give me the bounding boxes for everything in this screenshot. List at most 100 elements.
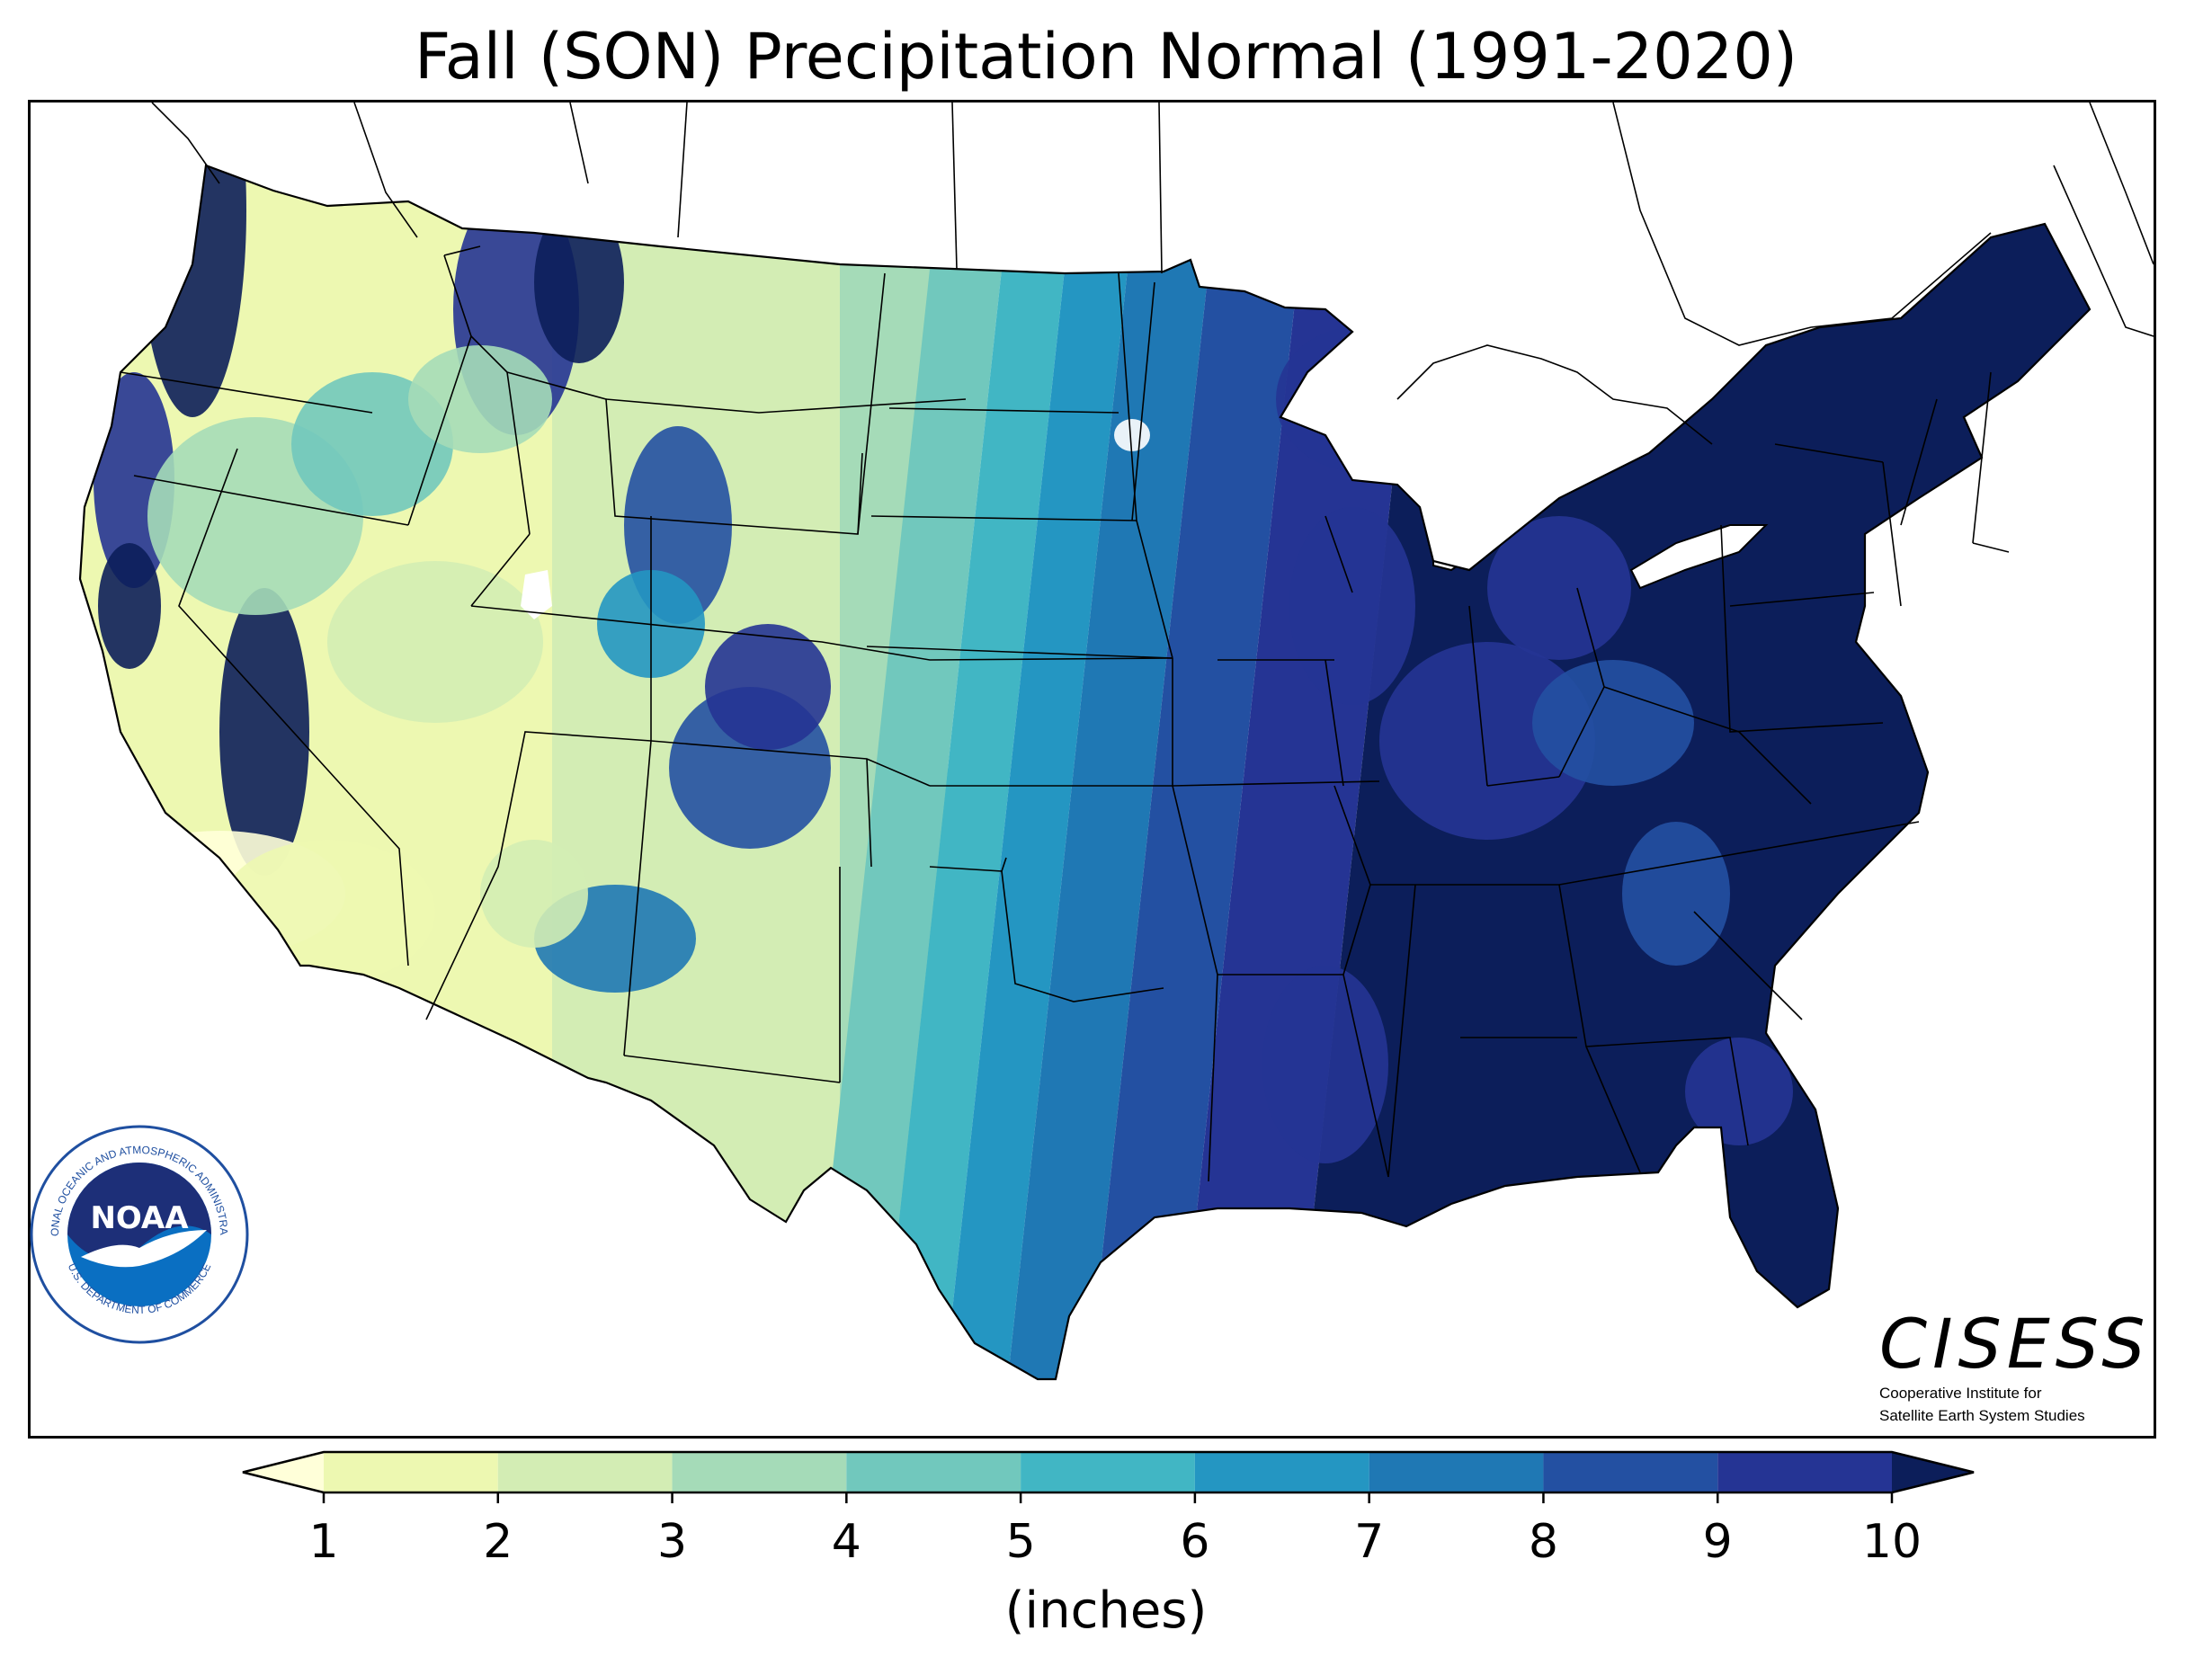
precip-region (219, 840, 435, 984)
precip-region (1379, 642, 1595, 840)
canada-borders (151, 102, 2154, 445)
state-border (857, 272, 886, 535)
colorbar-tick-label: 9 (1702, 1515, 1733, 1569)
state-border (133, 475, 409, 526)
canada-border (569, 102, 589, 184)
colorbar-tick-label: 5 (1005, 1515, 1036, 1569)
colorbar-units-label: (inches) (1004, 1581, 1208, 1640)
cisess-line2: Satellite Earth System Studies (1879, 1407, 2085, 1424)
state-border (1172, 780, 1380, 787)
precip-region (480, 840, 588, 948)
state-border (1131, 281, 1155, 521)
canada-border (2089, 102, 2154, 265)
state-border (443, 245, 481, 256)
precip-region (1622, 822, 1730, 966)
canada-border (2053, 165, 2154, 337)
colorbar-bin (243, 1452, 324, 1492)
state-border (1603, 686, 1812, 805)
precip-region (327, 561, 543, 723)
precip-region (534, 201, 624, 363)
precip-region (408, 345, 552, 453)
colorbar-tick-label: 10 (1861, 1515, 1922, 1569)
precip-region (1114, 419, 1150, 451)
precip-region (1487, 516, 1631, 660)
state-border (1882, 461, 1902, 607)
state-border (1001, 857, 1007, 872)
noaa-center-text: NOAA (90, 1200, 189, 1236)
colorbar-tick-label: 3 (657, 1515, 688, 1569)
state-border (506, 371, 863, 535)
state-border (1693, 911, 1803, 1020)
canada-border (1612, 102, 1992, 346)
precip-region (705, 624, 831, 750)
state-border (178, 448, 409, 967)
colorbar-bin (324, 1452, 498, 1492)
state-border (1729, 592, 1875, 607)
colorbar-tick-label: 8 (1528, 1515, 1558, 1569)
canada-border (1396, 344, 1713, 445)
precip-region (98, 543, 161, 669)
precip-region (1532, 660, 1694, 786)
colorbar-bin (497, 1452, 673, 1492)
state-border (120, 371, 373, 414)
state-border (506, 371, 531, 535)
state-border (1387, 884, 1416, 1178)
state-border (1468, 605, 1488, 787)
colorbar-bin (1194, 1452, 1369, 1492)
state-border (605, 398, 967, 414)
state-border (1972, 542, 2010, 553)
precip-region (1289, 507, 1415, 705)
precipitation-map (78, 102, 2154, 1381)
noaa-logo: NOAA NATIONAL OCEANIC AND ATMOSPHERIC AD… (27, 1122, 249, 1344)
state-border (1585, 1037, 1749, 1146)
canada-border (1158, 102, 1163, 274)
state-border (470, 605, 1173, 661)
canada-border (151, 102, 220, 184)
colorbar-bin (1021, 1452, 1195, 1492)
state-border (888, 407, 1119, 414)
state-border (866, 758, 872, 868)
precip-region (1262, 966, 1388, 1163)
colorbar-outline (242, 1450, 1975, 1494)
precip-band (1002, 165, 1226, 1379)
colorbar-bin (1543, 1452, 1718, 1492)
map-title: Fall (SON) Precipitation Normal (1991-20… (414, 20, 1798, 94)
state-border (1558, 821, 1920, 886)
state-border (425, 731, 652, 1020)
lake-erie (1629, 524, 1769, 590)
precip-band (876, 165, 1083, 1379)
state-border (1774, 443, 1884, 463)
great-salt-lake (521, 570, 552, 619)
state-border (870, 515, 1137, 521)
precip-band (939, 165, 1146, 1379)
canada-border (353, 102, 418, 238)
colorbar-bin (672, 1452, 847, 1492)
state-border (1486, 776, 1560, 787)
colorbar-tick-label: 1 (308, 1515, 339, 1569)
cisess-line1: Cooperative Institute for (1879, 1385, 2042, 1402)
state-border (623, 740, 652, 1056)
state-borders (120, 245, 2010, 1182)
colorbar-bin (1892, 1452, 1974, 1492)
state-border (1118, 272, 1173, 659)
cisess-name: CISESS (1879, 1304, 2151, 1384)
state-border (866, 646, 1173, 659)
colorbar-tick-label: 2 (483, 1515, 513, 1569)
colorbar-tick-label: 7 (1354, 1515, 1385, 1569)
canada-border (951, 102, 958, 270)
cisess-logo: CISESS Cooperative Institute for Satelli… (1879, 1304, 2151, 1434)
colorbar-bin (846, 1452, 1021, 1492)
colorbar-bin (1717, 1452, 1892, 1492)
precip-band (1083, 165, 1316, 1379)
state-border (470, 335, 508, 373)
state-border (1325, 515, 1353, 593)
state-border (470, 533, 531, 607)
state-border (929, 866, 1164, 1002)
state-border (1972, 371, 1992, 544)
map-frame (28, 100, 2156, 1439)
state-border (1900, 398, 1938, 526)
precip-region (1276, 327, 1438, 471)
colorbar-bin (1369, 1452, 1544, 1492)
state-border (623, 1055, 841, 1083)
canada-border (677, 102, 688, 238)
